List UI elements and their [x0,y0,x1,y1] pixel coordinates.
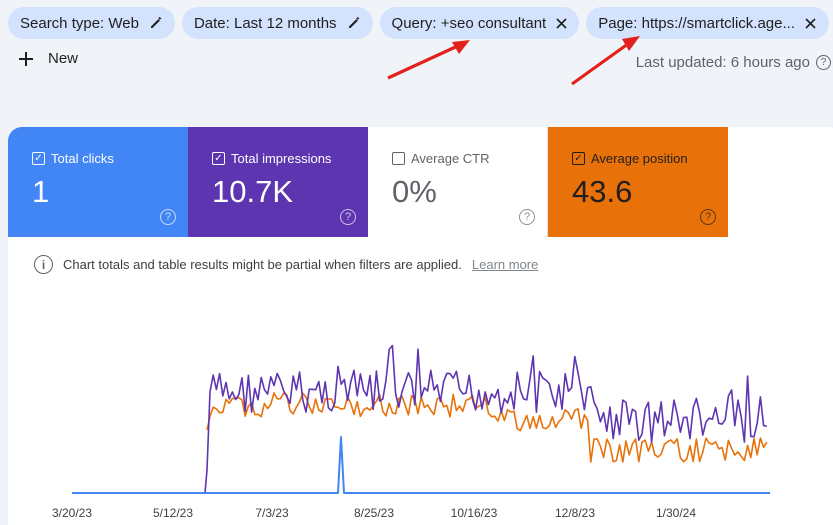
filter-bar: Search type: Web Date: Last 12 months Qu… [8,7,830,39]
red-arrow-page [571,36,640,86]
metric-label: Total clicks [51,151,114,166]
checkbox-icon[interactable] [392,152,405,165]
close-icon[interactable] [556,17,567,29]
filter-label: Search type: Web [20,14,139,32]
filter-chip-query[interactable]: Query: +seo consultant [379,7,580,39]
help-icon[interactable]: ? [340,209,356,225]
metric-average-position[interactable]: ✓ Average position 43.6 ? [548,127,728,237]
metric-label: Average CTR [411,151,490,166]
checkbox-icon[interactable]: ✓ [32,152,45,165]
new-label: New [48,50,79,67]
x-tick-label: 7/3/23 [255,506,289,520]
x-tick-label: 12/8/23 [554,506,596,520]
metric-average-ctr[interactable]: Average CTR 0% ? [368,127,548,237]
plus-icon [19,51,33,66]
checkbox-icon[interactable]: ✓ [212,152,225,165]
filter-chip-page[interactable]: Page: https://smartclick.age... [586,7,830,39]
metric-tiles: ✓ Total clicks 1 ? ✓ Total impressions 10.… [8,127,833,237]
help-icon[interactable]: ? [160,209,176,225]
x-tick-label: 3/20/23 [51,506,93,520]
filter-chip-date[interactable]: Date: Last 12 months [181,7,373,39]
info-icon: i [34,255,53,274]
filter-label: Date: Last 12 months [193,14,337,32]
metric-value: 43.6 [572,174,633,209]
edit-icon[interactable] [347,16,361,30]
checkbox-icon[interactable]: ✓ [572,152,585,165]
help-icon[interactable]: ? [816,55,831,70]
close-icon[interactable] [805,17,816,29]
notice-text: Chart totals and table results might be … [63,257,462,272]
x-tick-label: 8/25/23 [353,506,395,520]
red-arrow-query [387,40,470,80]
new-filter-button[interactable]: New [18,50,78,67]
metric-value: 0% [392,174,437,209]
help-icon[interactable]: ? [519,209,535,225]
x-tick-label: 5/12/23 [152,506,194,520]
help-icon[interactable]: ? [700,209,716,225]
last-updated: Last updated: 6 hours ago ? [636,54,831,71]
x-tick-label: 1/30/24 [655,506,697,520]
metric-value: 1 [32,174,50,209]
edit-icon[interactable] [149,16,163,30]
metric-total-impressions[interactable]: ✓ Total impressions 10.7K ? [188,127,368,237]
metric-value: 10.7K [212,174,294,209]
metric-label: Average position [591,151,688,166]
filter-label: Query: +seo consultant [391,14,547,32]
metric-label: Total impressions [231,151,332,166]
metric-total-clicks[interactable]: ✓ Total clicks 1 ? [8,127,188,237]
last-updated-text: Last updated: 6 hours ago [635,54,810,71]
x-tick-label: 10/16/23 [450,506,498,520]
filter-chip-search-type[interactable]: Search type: Web [8,7,175,39]
partial-results-notice: i Chart totals and table results might b… [34,255,538,274]
learn-more-link[interactable]: Learn more [471,257,539,272]
filter-label: Page: https://smartclick.age... [598,14,795,32]
performance-card: ✓ Total clicks 1 ? ✓ Total impressions 10.… [8,127,833,525]
